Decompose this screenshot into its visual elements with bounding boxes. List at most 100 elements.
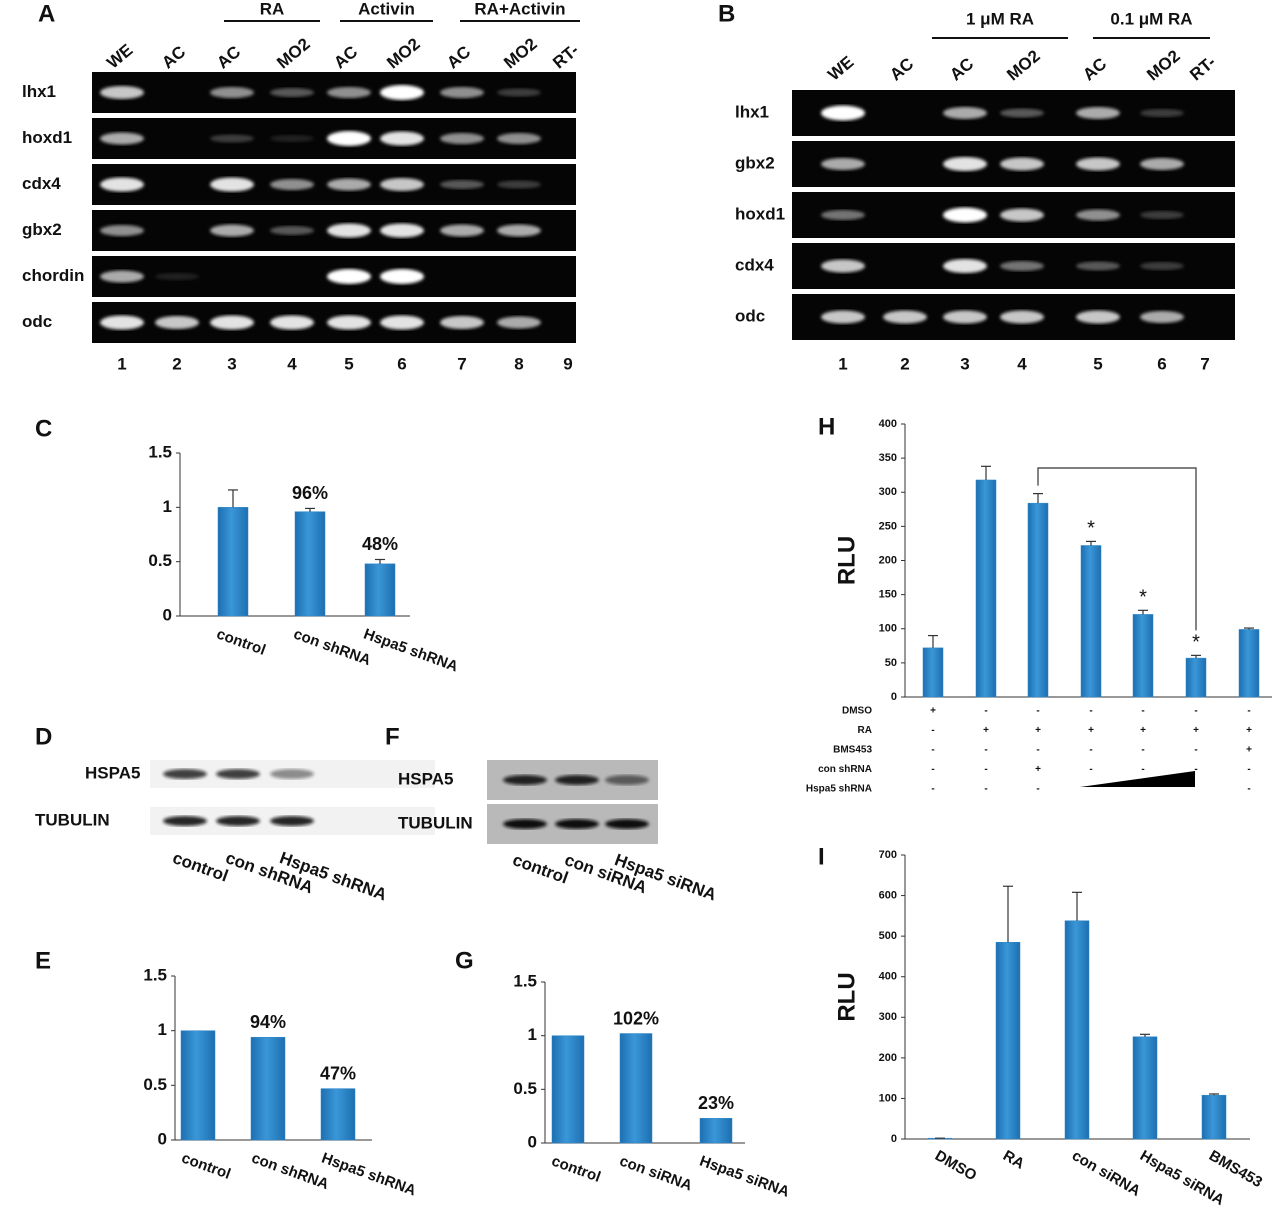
lane-label: MO2 xyxy=(500,34,540,72)
lane-number: 5 xyxy=(1093,354,1102,373)
x-tick-label: DMSO xyxy=(932,1147,980,1184)
gel-band xyxy=(1140,311,1184,323)
gel-band xyxy=(503,775,547,785)
lane-label: WE xyxy=(824,52,857,84)
bar xyxy=(551,1035,585,1144)
y-tick-label: 1 xyxy=(528,1025,537,1044)
x-tick-label: control xyxy=(214,626,268,659)
y-tick-label: 0 xyxy=(891,1133,897,1145)
treatment-sign: - xyxy=(1194,706,1197,717)
lane-label: control xyxy=(170,848,231,886)
gel-band xyxy=(503,819,547,829)
gel-band xyxy=(497,133,541,144)
y-tick-label: 0.5 xyxy=(148,551,172,570)
lane-label: control xyxy=(510,850,571,888)
y-tick-label: 300 xyxy=(879,1011,897,1023)
gel-band xyxy=(100,225,144,236)
gel-row-label: gbx2 xyxy=(22,220,62,239)
lane-label: MO2 xyxy=(1003,46,1043,84)
lane-number: 7 xyxy=(1200,354,1209,373)
gel-band xyxy=(100,270,144,283)
lane-number: 3 xyxy=(960,354,969,373)
y-tick-label: 300 xyxy=(879,486,897,498)
gel-band xyxy=(210,315,254,330)
gel-row-label: hoxd1 xyxy=(735,204,785,223)
gel-row-label: TUBULIN xyxy=(398,813,473,832)
gel-band xyxy=(327,223,371,238)
y-tick-label: 0.5 xyxy=(513,1079,537,1098)
gel-band xyxy=(155,273,199,280)
gel-band xyxy=(1000,261,1044,271)
bar xyxy=(180,1030,216,1141)
annotation: * xyxy=(1087,518,1095,540)
value-label: 47% xyxy=(320,1063,356,1083)
x-tick-label: control xyxy=(179,1150,233,1183)
bar xyxy=(699,1118,733,1144)
gel-band xyxy=(216,769,260,779)
gel-row-label: TUBULIN xyxy=(35,810,110,829)
value-label: 102% xyxy=(613,1008,659,1028)
lane-label: AC xyxy=(886,54,917,84)
y-tick-label: 1 xyxy=(163,497,172,516)
panel-label: G xyxy=(455,947,474,974)
group-label: 0.1 μM RA xyxy=(1110,9,1192,28)
gel-band xyxy=(380,269,424,284)
gel-band xyxy=(605,819,649,829)
gel-band xyxy=(1000,208,1044,222)
lane-number: 6 xyxy=(397,354,406,373)
gel-row-label: hoxd1 xyxy=(22,128,72,147)
lane-label: RT- xyxy=(549,40,582,72)
treatment-label: BMS453 xyxy=(833,745,872,756)
y-tick-label: 50 xyxy=(885,657,897,669)
lane-number: 2 xyxy=(172,354,181,373)
bar xyxy=(975,479,997,698)
treatment-sign: - xyxy=(984,764,987,775)
gel-row-label: HSPA5 xyxy=(398,769,453,788)
gel-band xyxy=(100,315,144,330)
y-tick-label: 0 xyxy=(528,1132,537,1151)
group-label: RA+Activin xyxy=(474,0,565,18)
treatment-label: con shRNA xyxy=(818,764,872,775)
panel-label: A xyxy=(38,0,55,27)
gel-row-label: odc xyxy=(735,306,765,325)
gel-row-label: chordin xyxy=(22,266,84,285)
treatment-sign: - xyxy=(1141,745,1144,756)
treatment-sign: - xyxy=(1247,784,1250,795)
gel-band xyxy=(1000,310,1044,324)
gel-band xyxy=(497,224,541,237)
gel-band xyxy=(210,87,254,98)
lane-number: 1 xyxy=(838,354,847,373)
group-label: Activin xyxy=(358,0,415,18)
bar xyxy=(1080,545,1102,698)
value-label: 94% xyxy=(250,1012,286,1032)
x-tick-label: control xyxy=(549,1153,603,1186)
gel-band xyxy=(270,226,314,235)
y-tick-label: 500 xyxy=(879,930,897,942)
gel-band xyxy=(1140,211,1184,219)
lane-number: 3 xyxy=(227,354,236,373)
treatment-sign: + xyxy=(1193,725,1199,736)
group-label: 1 μM RA xyxy=(966,9,1034,28)
bar xyxy=(364,563,396,617)
lane-number: 4 xyxy=(1017,354,1027,373)
y-tick-label: 1.5 xyxy=(513,971,537,990)
bar xyxy=(1185,657,1207,698)
gel-band xyxy=(327,269,371,284)
gel-band xyxy=(380,178,424,191)
value-label: 96% xyxy=(292,483,328,503)
treatment-sign: - xyxy=(931,745,934,756)
y-tick-label: 0 xyxy=(158,1129,167,1148)
treatment-label: RA xyxy=(858,725,872,736)
gel-band xyxy=(270,179,314,190)
gel-band xyxy=(100,132,144,145)
gel-band xyxy=(327,315,371,330)
gel-row-label: HSPA5 xyxy=(85,763,140,782)
gel-band xyxy=(883,310,927,324)
treatment-sign: - xyxy=(984,706,987,717)
bar xyxy=(1132,614,1154,698)
gel-band xyxy=(327,131,371,146)
gel-band xyxy=(497,88,541,97)
treatment-sign: + xyxy=(1035,725,1041,736)
gel-band xyxy=(100,86,144,99)
treatment-sign: - xyxy=(931,725,934,736)
